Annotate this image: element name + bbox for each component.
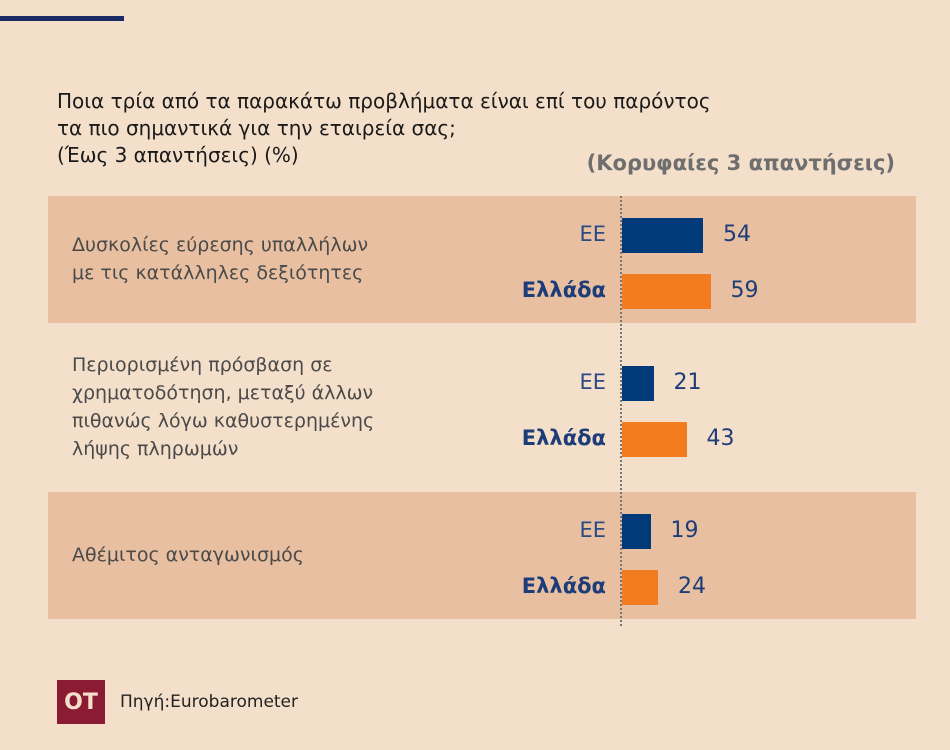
data-label: 19 <box>670 518 699 543</box>
category-label-line: Αθέμιτος ανταγωνισμός <box>72 544 304 566</box>
category-label-line: πιθανώς λόγω καθυστερημένης <box>72 410 375 432</box>
category-label: Περιορισμένη πρόσβαση σε χρηματοδότηση, μ… <box>72 351 374 463</box>
category-band <box>48 492 916 619</box>
title-line: τα πιο σημαντικά για την εταιρεία σας; <box>57 116 456 140</box>
bar-greece <box>622 570 658 605</box>
chart-title: Ποια τρία από τα παρακάτω προβλήματα είν… <box>57 88 711 169</box>
data-label: 43 <box>706 426 735 451</box>
category-label-line: με τις κατάλληλες δεξιότητες <box>72 262 364 284</box>
category-label: Δυσκολίες εύρεσης υπαλλήλων με τις κατάλλ… <box>72 231 368 287</box>
category-label-line: Περιορισμένη πρόσβαση σε <box>72 354 333 376</box>
bar-greece <box>622 274 711 309</box>
bar-greece <box>622 422 687 457</box>
bar-eu <box>622 218 703 253</box>
series-label: Ελλάδα <box>521 574 606 598</box>
series-label: Ελλάδα <box>521 278 606 302</box>
data-label: 59 <box>730 278 759 303</box>
top-accent-bar <box>0 16 124 21</box>
bar-eu <box>622 366 654 401</box>
series-label: ΕΕ <box>579 518 606 542</box>
data-label: 54 <box>723 222 751 247</box>
series-label: ΕΕ <box>579 370 606 394</box>
source-note: Πηγή:Eurobarometer <box>120 692 299 712</box>
title-line: Ποια τρία από τα παρακάτω προβλήματα είν… <box>57 89 711 113</box>
title-line: (Έως 3 απαντήσεις) (%) <box>57 143 299 167</box>
series-label: ΕΕ <box>579 222 606 246</box>
chart-subtitle: (Κορυφαίες 3 απαντήσεις) <box>586 151 895 175</box>
series-label: Ελλάδα <box>521 426 606 450</box>
zero-axis-line <box>620 196 622 626</box>
category-band <box>48 196 916 323</box>
ot-logo: OT <box>57 680 105 724</box>
category-label-line: χρηματοδότηση, μεταξύ άλλων <box>72 382 374 404</box>
category-label-line: λήψης πληρωμών <box>72 438 239 460</box>
category-label: Αθέμιτος ανταγωνισμός <box>72 541 304 569</box>
data-label: 24 <box>678 574 706 599</box>
bar-eu <box>622 514 651 549</box>
category-label-line: Δυσκολίες εύρεσης υπαλλήλων <box>72 234 369 256</box>
data-label: 21 <box>673 370 702 395</box>
